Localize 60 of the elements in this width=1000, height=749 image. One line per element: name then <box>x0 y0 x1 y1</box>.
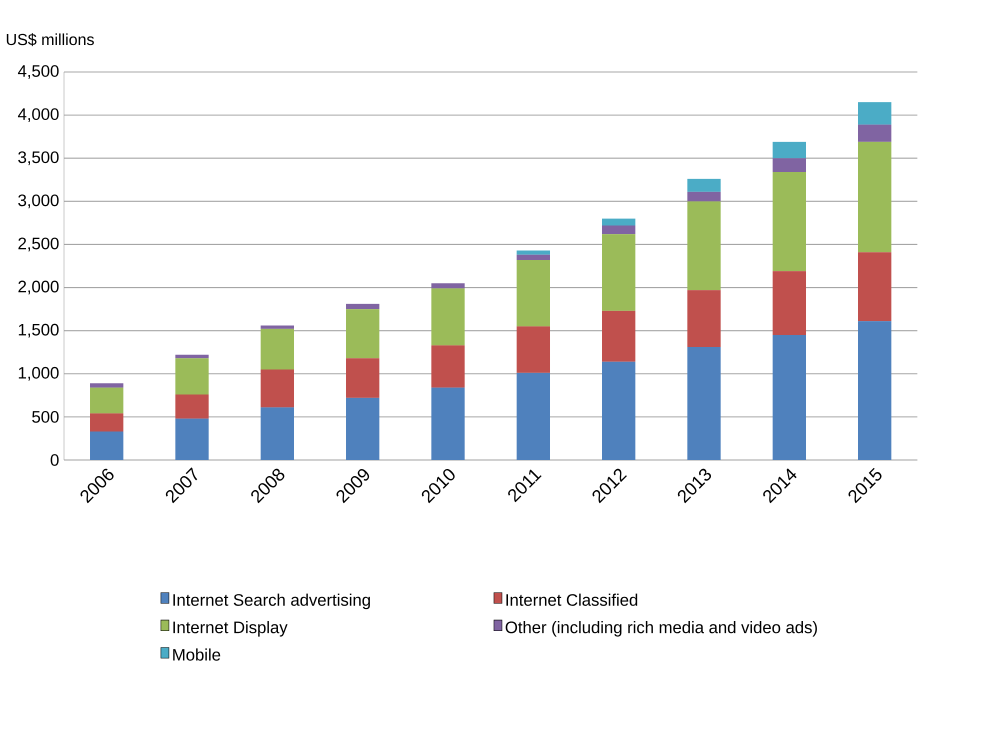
bar <box>516 260 550 326</box>
bar <box>858 252 892 322</box>
bar <box>90 413 124 432</box>
bar <box>687 192 721 202</box>
bar <box>687 347 721 460</box>
legend-label: Mobile <box>173 648 220 661</box>
bar <box>260 369 294 408</box>
bar <box>516 372 550 460</box>
bar <box>260 328 294 370</box>
bar <box>772 158 806 172</box>
bar <box>346 304 380 310</box>
bar <box>431 288 465 346</box>
bar <box>858 102 892 125</box>
bar <box>602 362 636 460</box>
y-axis-title: US$ millions <box>6 33 94 46</box>
bar <box>687 201 721 290</box>
bar <box>260 325 294 329</box>
legend-label: Internet Display <box>173 621 288 637</box>
y-tick-label: 2,000 <box>18 280 59 294</box>
bar <box>346 398 380 460</box>
bar <box>516 254 550 260</box>
bar <box>602 310 636 362</box>
bar <box>175 418 209 460</box>
bar <box>602 225 636 234</box>
bar <box>431 283 465 288</box>
bar <box>431 388 465 460</box>
y-tick-label: 1,500 <box>18 324 59 338</box>
bar <box>687 290 721 348</box>
bar <box>858 142 892 252</box>
bar <box>90 432 124 460</box>
y-tick-label: 2,500 <box>18 238 59 252</box>
y-tick-label: 4,000 <box>18 108 59 122</box>
bar <box>346 358 380 398</box>
legend-label: Internet Search advertising <box>173 594 370 610</box>
bar <box>346 309 380 358</box>
bar <box>772 271 806 335</box>
legend-label: Internet Classified <box>506 594 638 606</box>
bar <box>772 142 806 158</box>
bar <box>772 334 806 460</box>
bar <box>260 407 294 460</box>
y-tick-label: 4,500 <box>18 65 59 79</box>
y-tick-label: 3,000 <box>18 194 59 208</box>
y-tick-label: 1,000 <box>18 366 59 381</box>
bar <box>90 383 124 388</box>
bar <box>602 234 636 311</box>
bar <box>431 345 465 388</box>
bar <box>175 358 209 394</box>
bar <box>858 124 892 142</box>
bar <box>602 218 636 226</box>
bar <box>516 250 550 255</box>
bar <box>90 388 124 414</box>
y-tick-label: 0 <box>50 454 59 466</box>
bar <box>687 178 721 192</box>
bar <box>175 394 209 419</box>
bar <box>858 321 892 460</box>
bar <box>772 172 806 272</box>
y-tick-label: 500 <box>32 410 59 423</box>
y-tick-label: 3,500 <box>18 151 59 166</box>
legend-label: Other (including rich media and video ads) <box>506 621 817 637</box>
bar <box>516 326 550 373</box>
